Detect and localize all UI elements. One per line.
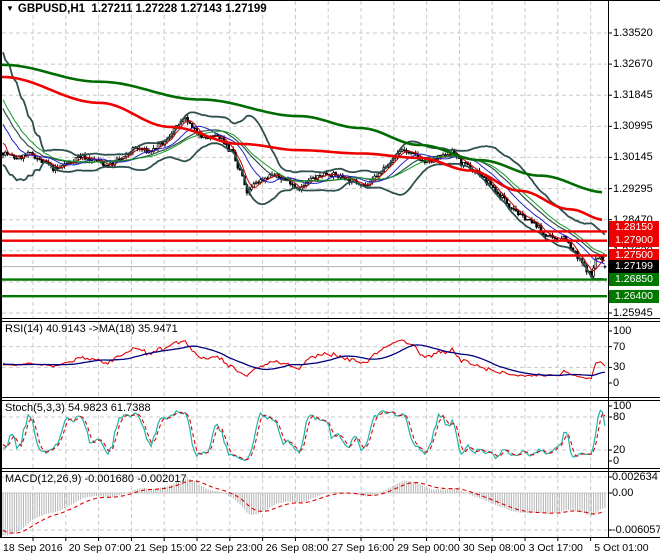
ohlc-values: 1.27211 1.27228 1.27143 1.27199: [91, 3, 267, 15]
price-level-badge: 1.27500: [609, 249, 659, 262]
main-plot-layer: [2, 52, 607, 298]
time-axis-label: 29 Sep 00:00: [397, 542, 460, 554]
rsi-tick-label: 30: [613, 361, 626, 374]
price-level-badge: 1.26850: [609, 273, 659, 286]
time-axis-label: 21 Sep 15:00: [134, 542, 197, 554]
macd-indicator-label: MACD(12,26,9) -0.001680 -0.002017: [5, 473, 187, 485]
price-tick-label: 1.30995: [613, 120, 653, 133]
chart-title: ▼ GBPUSD,H1 1.27211 1.27228 1.27143 1.271…: [6, 3, 267, 15]
price-tick-label: 1.33520: [613, 27, 653, 39]
price-level-badge: 1.27199: [609, 260, 659, 274]
stoch-tick-label: 100: [613, 400, 632, 412]
rsi-tick-label: 100: [613, 325, 632, 337]
macd-tick-label: 0.002634: [612, 471, 658, 483]
rsi-plot-layer: [2, 339, 606, 380]
symbol-name: GBPUSD,H1: [17, 3, 86, 15]
macd-tick-label: 0.00: [612, 487, 634, 499]
time-axis-label: 26 Sep 08:00: [265, 542, 329, 554]
price-level-badge: 1.28150: [609, 220, 659, 234]
price-tick-label: 1.30145: [613, 151, 653, 164]
stoch-tick-label: 20: [613, 444, 626, 456]
stoch-indicator-label: Stoch(5,3,3) 54.9823 61.7388: [5, 402, 151, 414]
time-axis-label: 5 Oct 01:00: [594, 542, 649, 554]
time-axis-label: 27 Sep 16:00: [331, 542, 394, 554]
stoch-plot-layer: [2, 409, 606, 462]
price-level-badge: 1.26400: [609, 289, 659, 303]
time-axis-label: 20 Sep 07:00: [68, 542, 132, 554]
stoch-tick-label: 80: [613, 411, 626, 423]
macd-plot-layer: [2, 478, 607, 536]
borders-layer: [0, 0, 660, 541]
time-axis-label: 3 Oct 17:00: [528, 542, 583, 554]
grid-layer: [2, 1, 607, 537]
symbol-dropdown-icon[interactable]: ▼: [6, 4, 14, 13]
rsi-indicator-label: RSI(14) 40.9143 ->MA(18) 35.9471: [5, 323, 178, 335]
time-axis-label: 18 Sep 2016: [3, 542, 63, 554]
macd-tick-label: -0.006057: [612, 524, 660, 536]
price-tick-label: 1.32670: [613, 58, 653, 71]
price-tick-label: 1.29295: [613, 182, 653, 195]
rsi-tick-label: 0: [613, 377, 620, 389]
price-tick-label: 1.31845: [613, 89, 653, 102]
stoch-tick-label: 0: [613, 455, 620, 467]
rsi-tick-label: 70: [613, 340, 626, 353]
price-tick-label: 1.25945: [613, 307, 653, 319]
time-axis-label: 30 Sep 08:00: [462, 542, 526, 554]
price-level-badge: 1.27900: [609, 234, 659, 248]
time-axis-label: 22 Sep 23:00: [200, 542, 263, 554]
